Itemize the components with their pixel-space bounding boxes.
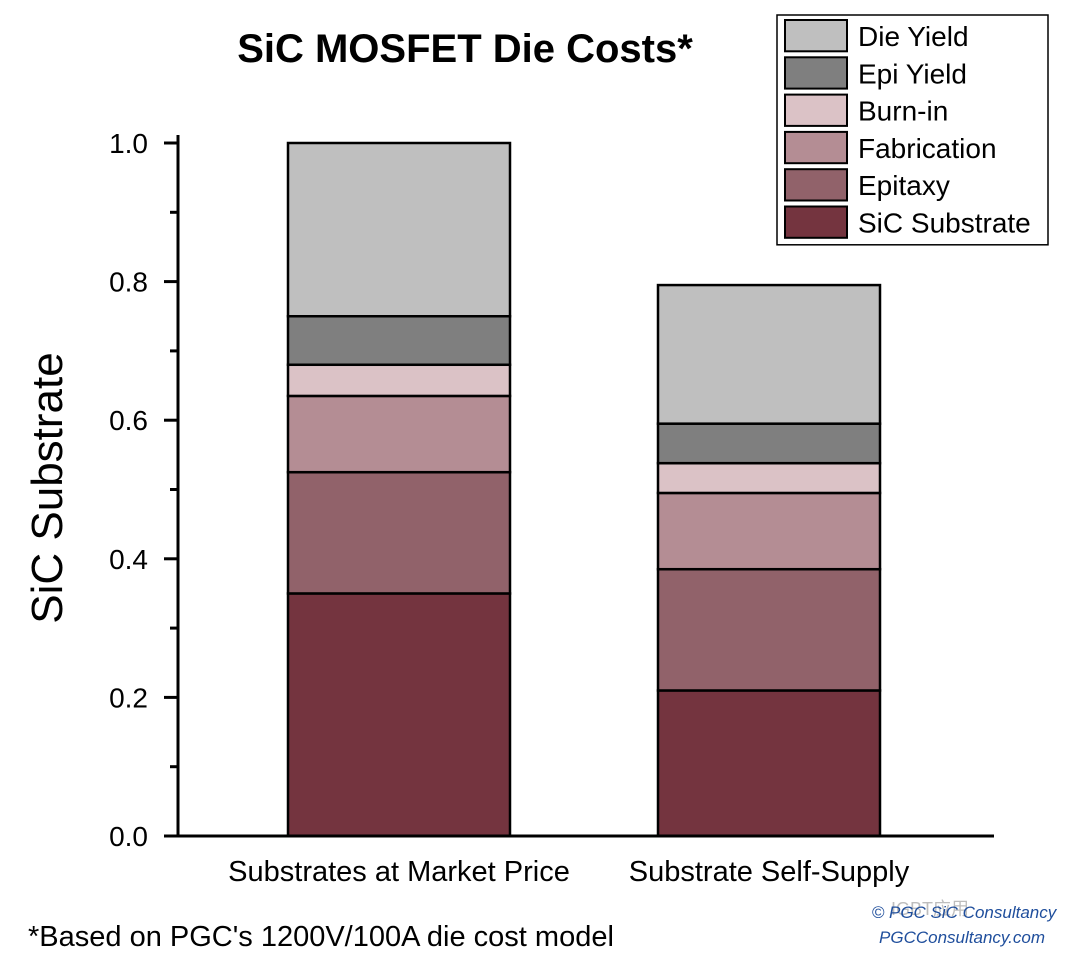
credit-line-1: © PGC SiC Consultancy (872, 903, 1058, 922)
bar-burn-in-1 (286, 363, 512, 398)
legend-swatch-epitaxy (784, 168, 848, 202)
legend-label: Epi Yield (858, 58, 967, 89)
bar-fabrication-1 (286, 394, 512, 474)
legend-swatch-die-yield (784, 19, 848, 53)
bar-epitaxy-2 (656, 567, 882, 692)
bar-fabrication-2 (656, 491, 882, 571)
y-tick-label: 0.6 (109, 405, 148, 436)
bar-sic-substrate-1 (286, 592, 512, 838)
legend: Die Yield Epi Yield Burn-in Fabrication Epit… (776, 14, 1049, 246)
bar-die-yield-1 (286, 141, 512, 318)
footnote: *Based on PGC's 1200V/100A die cost mode… (28, 921, 614, 953)
y-tick-label: 0.2 (109, 682, 148, 713)
bar-epitaxy-1 (286, 470, 512, 595)
y-tick-label: 0.8 (109, 267, 148, 298)
legend-label: Die Yield (858, 21, 969, 52)
legend-label: Epitaxy (858, 170, 950, 201)
bar-die-yield-2 (656, 283, 882, 425)
watermark: IGBT应用 (891, 899, 969, 919)
bars-group (286, 141, 882, 838)
y-tick-label: 0.0 (109, 821, 148, 852)
legend-swatch-burn-in (784, 93, 848, 127)
bar-sic-substrate-2 (656, 689, 882, 838)
y-ticks-group: 0.0 0.2 0.4 0.6 0.8 1.0 (109, 128, 178, 852)
bar-epi-yield-1 (286, 315, 512, 367)
bar-epi-yield-2 (656, 422, 882, 465)
legend-swatch-fabrication (784, 130, 848, 165)
x-tick-label: Substrate Self-Supply (629, 856, 910, 888)
y-tick-label: 0.4 (109, 544, 148, 575)
chart-title: SiC MOSFET Die Costs* (237, 27, 693, 71)
legend-swatch-sic-substrate (784, 205, 848, 239)
credit-link[interactable]: PGCConsultancy.com (879, 928, 1045, 947)
legend-label: Fabrication (858, 133, 997, 164)
legend-label: SiC Substrate (858, 208, 1031, 239)
category-labels-group: Substrates at Market Price Substrate Self… (228, 856, 910, 888)
legend-label: Burn-in (858, 96, 948, 127)
legend-swatch-epi-yield (784, 56, 848, 90)
axes-group (176, 135, 994, 838)
y-axis-label: SiC Substrate (23, 352, 72, 623)
bar-burn-in-2 (656, 461, 882, 495)
x-tick-label: Substrates at Market Price (228, 856, 570, 888)
y-tick-label: 1.0 (109, 128, 148, 159)
